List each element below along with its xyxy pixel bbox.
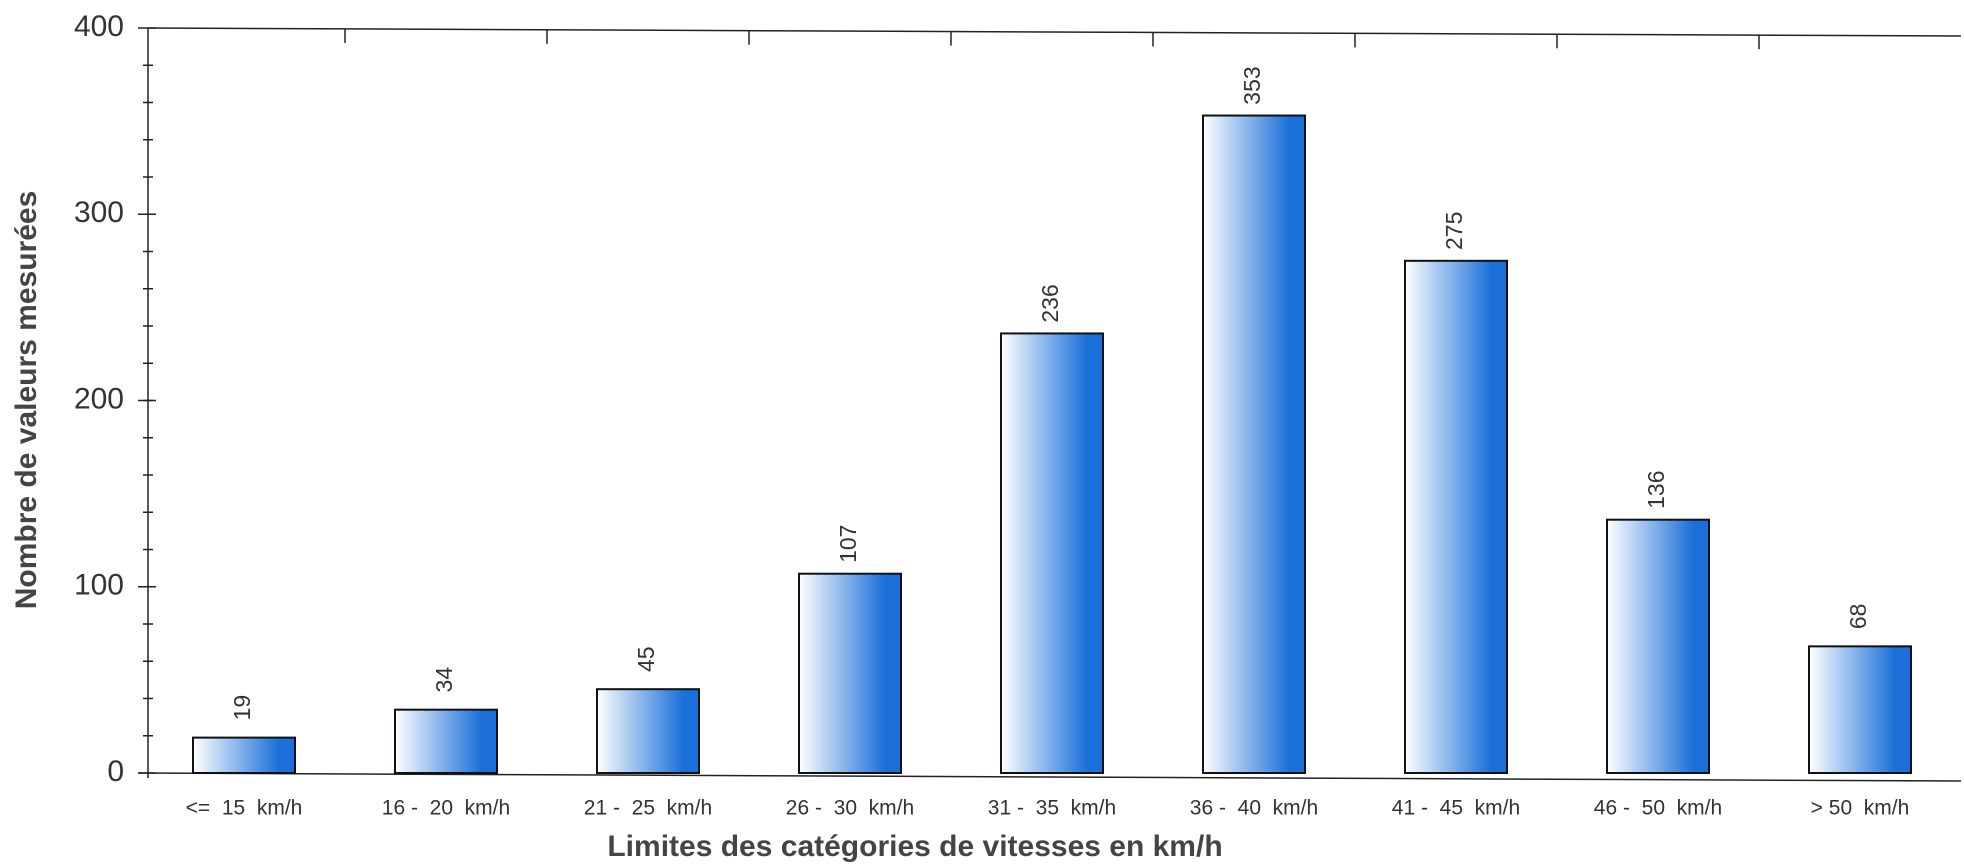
value-label: 353 [1239, 66, 1265, 104]
x-tick-label: > 50 km/h [1811, 797, 1910, 820]
bar [1606, 518, 1710, 775]
y-tick-label: 300 [74, 196, 124, 229]
bar [798, 572, 902, 775]
value-label: 136 [1643, 471, 1669, 509]
x-axis-label: Limites des catégories de vitesses en km… [607, 830, 1222, 863]
x-axis [137, 772, 1962, 782]
x-tick-label: 31 - 35 km/h [988, 797, 1116, 820]
value-label: 19 [229, 695, 255, 721]
x-tick-label: 41 - 45 km/h [1392, 797, 1520, 820]
x-tick-label: <= 15 km/h [186, 797, 303, 820]
x-tick-label: 36 - 40 km/h [1190, 797, 1318, 820]
y-tick-label: 200 [74, 382, 124, 415]
value-label: 107 [835, 525, 861, 563]
y-tick-label: 400 [74, 10, 124, 43]
bar [394, 708, 498, 774]
bar [1202, 114, 1306, 775]
y-tick-label: 0 [107, 755, 124, 788]
x-tick-label: 26 - 30 km/h [786, 797, 914, 820]
value-label: 236 [1037, 284, 1063, 322]
y-tick-label: 100 [74, 569, 124, 602]
bar [1000, 332, 1104, 774]
value-label: 45 [633, 646, 659, 672]
x-tick-label: 16 - 20 km/h [382, 797, 510, 820]
value-label: 275 [1441, 212, 1467, 250]
bar [1808, 645, 1912, 774]
x-tick-label: 46 - 50 km/h [1594, 797, 1722, 820]
top-frame [147, 27, 1962, 37]
bar [1404, 259, 1508, 774]
y-axis-label: Nombre de valeurs mesurées [10, 191, 43, 610]
value-label: 34 [431, 667, 457, 693]
value-label: 68 [1845, 604, 1871, 630]
bar [596, 688, 700, 774]
x-tick-label: 21 - 25 km/h [584, 797, 712, 820]
bar [192, 736, 296, 774]
